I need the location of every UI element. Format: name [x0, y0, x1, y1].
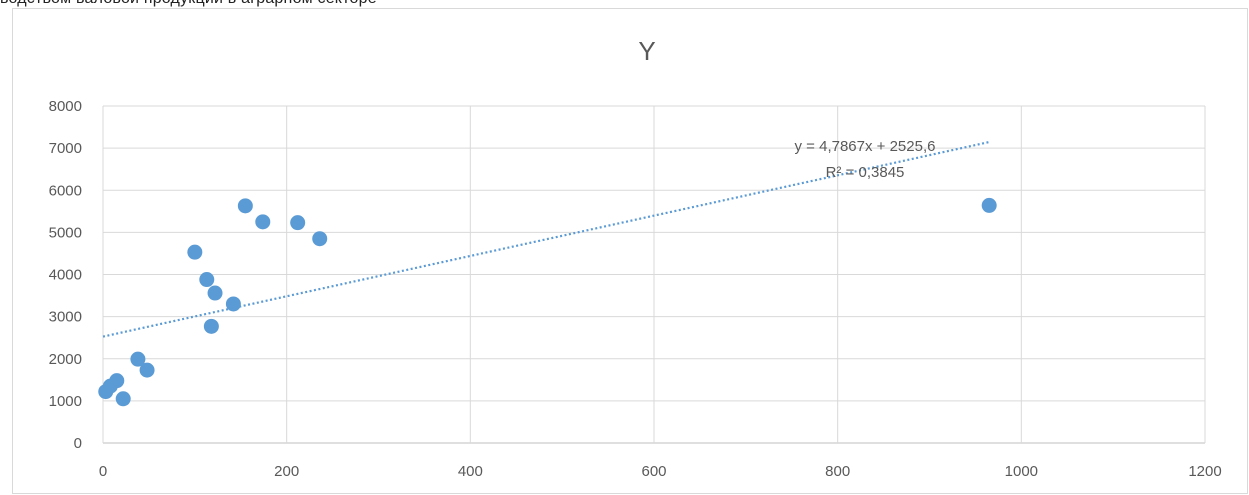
x-tick-label: 400 — [458, 463, 483, 480]
data-point — [312, 231, 328, 247]
y-tick-label: 0 — [74, 435, 82, 452]
data-point — [199, 272, 215, 288]
data-point — [187, 244, 203, 260]
grid-lines — [102, 105, 1206, 444]
data-point — [203, 318, 219, 334]
x-tick-label: 1000 — [1005, 463, 1038, 480]
data-point — [207, 285, 223, 301]
data-point — [130, 351, 146, 367]
x-tick-label: 800 — [825, 463, 850, 480]
y-tick-label: 8000 — [49, 98, 82, 115]
y-tick-label: 3000 — [49, 309, 82, 326]
data-point — [237, 198, 253, 214]
trendline-equation: y = 4,7867x + 2525,6 — [795, 138, 936, 155]
chart-frame — [12, 8, 1248, 494]
data-point — [139, 362, 155, 378]
data-point — [225, 296, 241, 312]
x-tick-label: 600 — [641, 463, 666, 480]
y-tick-label: 2000 — [49, 351, 82, 368]
trendline — [102, 140, 990, 338]
trendline-r2: R² = 0,3845 — [826, 164, 905, 181]
data-points — [98, 197, 997, 407]
y-tick-label: 1000 — [49, 393, 82, 410]
data-point — [290, 215, 306, 231]
x-tick-label: 0 — [99, 463, 107, 480]
y-tick-label: 5000 — [49, 224, 82, 241]
trendline-layer — [102, 140, 990, 338]
data-point — [255, 214, 271, 230]
y-tick-label: 6000 — [49, 182, 82, 199]
x-axis-ticks: 0 200 400 600 800 1000 1200 — [99, 463, 1222, 480]
data-point — [981, 197, 997, 213]
page-caption: водством валовой продукции в аграрном се… — [0, 0, 377, 8]
data-point — [109, 373, 125, 389]
data-point — [115, 391, 131, 407]
x-tick-label: 200 — [274, 463, 299, 480]
x-tick-label: 1200 — [1188, 463, 1221, 480]
y-tick-label: 7000 — [49, 140, 82, 157]
chart-title: Y — [638, 36, 655, 66]
y-axis-ticks: 0 1000 2000 3000 4000 5000 6000 7000 8000 — [49, 98, 82, 452]
y-tick-label: 4000 — [49, 267, 82, 284]
